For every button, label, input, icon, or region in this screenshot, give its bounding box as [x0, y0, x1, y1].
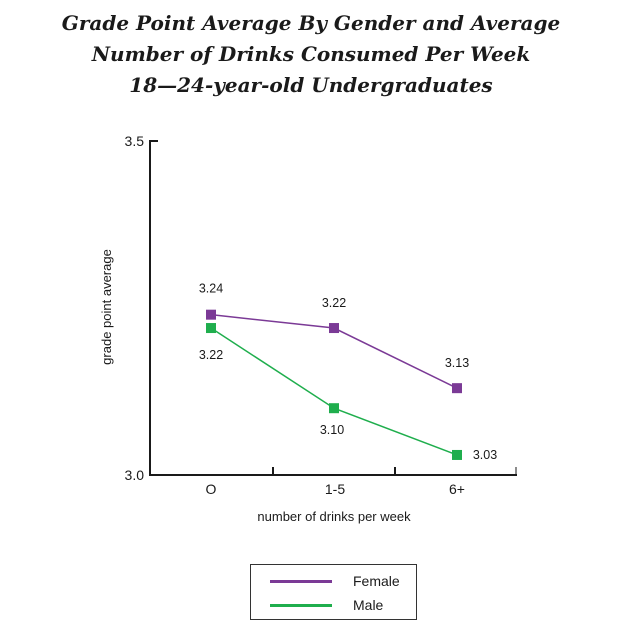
- x-axis-title: number of drinks per week: [257, 509, 411, 524]
- legend-swatch-female: [270, 580, 332, 583]
- legend-label-male: Male: [353, 597, 384, 613]
- data-point-male-2: [452, 449, 462, 460]
- legend-swatch-male: [270, 604, 332, 607]
- y-tick-label-max: 3.5: [125, 133, 145, 149]
- data-label-male-2: 3.03: [473, 448, 497, 462]
- y-tick-label-min: 3.0: [125, 467, 145, 483]
- chart-title-line-3: 18—24-year-old Undergraduates: [129, 73, 493, 97]
- data-label-female-0: 3.24: [199, 282, 223, 296]
- data-point-female-0: [206, 309, 216, 320]
- data-point-female-2: [452, 383, 462, 394]
- legend-item-male: Male: [251, 595, 416, 615]
- legend-label-female: Female: [353, 573, 400, 589]
- x-tick-label-1: 1-5: [325, 481, 345, 497]
- legend: Female Male: [250, 564, 417, 620]
- data-label-male-1: 3.10: [320, 423, 344, 437]
- legend-item-female: Female: [251, 571, 416, 591]
- data-point-female-1: [329, 323, 339, 334]
- x-tick-label-0: O: [206, 481, 217, 497]
- data-point-male-0: [206, 323, 216, 334]
- data-point-male-1: [329, 403, 339, 414]
- data-label-male-0: 3.22: [199, 348, 223, 362]
- data-label-female-1: 3.22: [322, 296, 346, 310]
- series-layer: 3.24 3.22 3.13 3.22 3.10 3.03: [199, 282, 497, 462]
- y-axis-title: grade point average: [99, 249, 114, 365]
- chart-title-line-2: Number of Drinks Consumed Per Week: [91, 42, 531, 66]
- chart-title: Grade Point Average By Gender and Averag…: [0, 8, 622, 101]
- line-chart: 3.5 3.0 O 1-5 6+ number of drinks per we…: [99, 133, 517, 524]
- data-label-female-2: 3.13: [445, 356, 469, 370]
- x-tick-label-2: 6+: [449, 481, 465, 497]
- chart-title-line-1: Grade Point Average By Gender and Averag…: [61, 11, 561, 35]
